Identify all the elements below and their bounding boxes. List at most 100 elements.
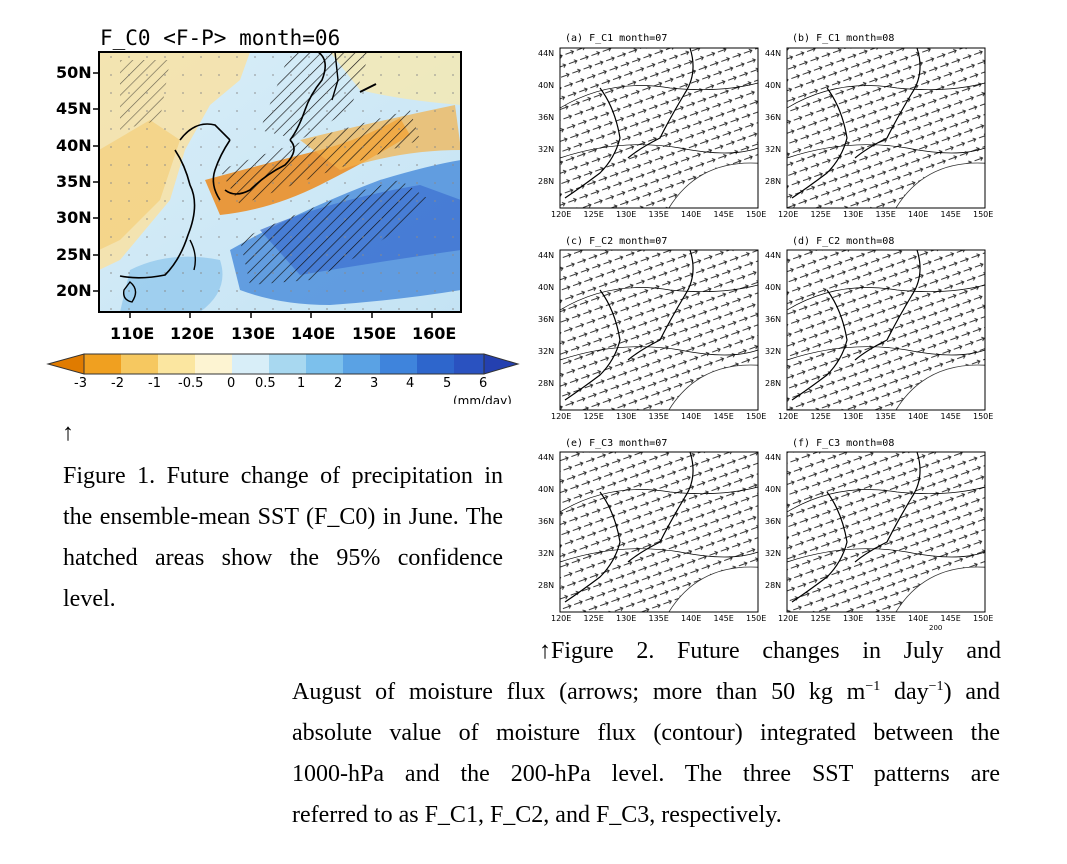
fig2-lat-label: 28N — [765, 379, 782, 388]
fig2-lon-label: 135E — [875, 614, 896, 623]
figure2-caption: August of moisture flux (arrows; more th… — [292, 672, 1000, 836]
fig2-lon-label: 125E — [810, 210, 831, 219]
colorbar-tick: 3 — [370, 376, 379, 391]
fig1-lon-label: 160E — [412, 324, 457, 343]
fig2-lon-label: 120E — [778, 210, 799, 219]
figure2-caption-line1: ↑Figure 2. Future changes in July and — [539, 638, 1001, 664]
fig2-panel-title: (f) F_C3 month=08 — [792, 438, 895, 449]
figure2-caption-line4: 1000-hPa and the 200-hPa level. The thre… — [292, 761, 1000, 787]
fig2-lon-label: 150E — [746, 210, 767, 219]
fig2-lon-label: 130E — [843, 412, 864, 421]
colorbar-tick: 1 — [297, 376, 306, 391]
fig1-lon-label: 120E — [170, 324, 215, 343]
fig2-panel — [786, 249, 986, 411]
fig2-lon-label: 130E — [843, 614, 864, 623]
figure1-map — [46, 51, 520, 375]
fig2-lat-label: 40N — [765, 283, 782, 292]
fig2-lon-label: 120E — [551, 412, 572, 421]
fig2-panel — [559, 451, 759, 613]
fig2-lon-label: 120E — [551, 210, 572, 219]
fig2-lat-label: 36N — [538, 315, 555, 324]
fig2-lon-label: 130E — [616, 614, 637, 623]
fig2-lon-label: 135E — [648, 614, 669, 623]
figure2-caption-line3: absolute value of moisture flux (contour… — [292, 720, 1000, 746]
fig2-lon-label: 125E — [810, 614, 831, 623]
fig2-lon-label: 130E — [616, 210, 637, 219]
colorbar-unit: (mm/day) — [453, 394, 512, 404]
fig2-lon-label: 150E — [746, 412, 767, 421]
colorbar-tick: 5 — [443, 376, 452, 391]
fig2-lon-label: 125E — [583, 614, 604, 623]
fig1-lat-label: 30N — [56, 208, 92, 227]
fig2-lat-label: 36N — [538, 517, 555, 526]
fig2-panel-title: (a) F_C1 month=07 — [565, 33, 668, 44]
fig2-lat-label: 32N — [765, 549, 782, 558]
fig2-lat-label: 28N — [765, 177, 782, 186]
fig2-lon-label: 145E — [940, 614, 961, 623]
fig2-lat-label: 40N — [538, 485, 555, 494]
fig2-lat-label: 44N — [538, 453, 555, 462]
fig2-lon-label: 145E — [940, 412, 961, 421]
fig1-lat-label: 50N — [56, 63, 92, 82]
fig2-lon-label: 120E — [778, 614, 799, 623]
fig2-panel-title: (d) F_C2 month=08 — [792, 236, 895, 247]
colorbar-tick: 2 — [334, 376, 343, 391]
fig2-lon-label: 150E — [746, 614, 767, 623]
colorbar-tick: -0.5 — [178, 376, 204, 391]
figure1-colorbar — [46, 353, 520, 375]
figure1-arrow-mark: ↑ — [62, 420, 74, 446]
colorbar-tick: 4 — [406, 376, 415, 391]
fig2-lat-label: 28N — [538, 177, 555, 186]
fig2-lon-label: 150E — [973, 412, 994, 421]
fig2-lon-label: 140E — [681, 210, 702, 219]
colorbar-tick: -3 — [74, 376, 87, 391]
fig2-lon-label: 140E — [681, 614, 702, 623]
fig1-lat-label: 25N — [56, 245, 92, 264]
colorbar-tick: -2 — [111, 376, 124, 391]
fig2-lon-label: 135E — [875, 412, 896, 421]
fig2-lat-label: 32N — [538, 145, 555, 154]
fig2-lon-label: 140E — [908, 614, 929, 623]
fig2-lon-label: 125E — [583, 210, 604, 219]
fig1-lat-label: 20N — [56, 281, 92, 300]
figure1-caption: Figure 1. Future change of precipitation… — [63, 463, 503, 612]
fig2-lon-label: 140E — [908, 210, 929, 219]
fig2-panel-title: (e) F_C3 month=07 — [565, 438, 668, 449]
fig2-lat-label: 36N — [765, 315, 782, 324]
fig2-lat-label: 32N — [538, 347, 555, 356]
fig2-lon-label: 125E — [810, 412, 831, 421]
fig2-panel-title: (b) F_C1 month=08 — [792, 33, 895, 44]
figure2-caption-line5: referred to as F_C1, F_C2, and F_C3, res… — [292, 802, 782, 828]
colorbar-tick: -1 — [148, 376, 161, 391]
fig2-panel — [786, 47, 986, 209]
fig1-lon-label: 140E — [291, 324, 336, 343]
fig2-lat-label: 40N — [765, 81, 782, 90]
fig2-lon-label: 125E — [583, 412, 604, 421]
fig2-lat-label: 44N — [538, 49, 555, 58]
fig2-lat-label: 28N — [538, 379, 555, 388]
fig2-lat-label: 40N — [538, 283, 555, 292]
fig2-lat-label: 44N — [538, 251, 555, 260]
fig2-lat-label: 32N — [765, 145, 782, 154]
fig1-lat-label: 35N — [56, 172, 92, 191]
fig2-lon-label: 145E — [940, 210, 961, 219]
colorbar-tick: 6 — [479, 376, 488, 391]
figure2 — [559, 47, 986, 613]
fig2-lat-label: 40N — [765, 485, 782, 494]
figure2-caption-line2: August of moisture flux (arrows; more th… — [292, 679, 1000, 705]
figure1-title: F_C0 <F-P> month=06 — [100, 26, 341, 50]
fig1-lon-label: 130E — [231, 324, 276, 343]
fig2-lon-label: 135E — [648, 412, 669, 421]
fig2-lat-label: 36N — [538, 113, 555, 122]
colorbar-tick: 0 — [227, 376, 236, 391]
fig2-lon-label: 150E — [973, 614, 994, 623]
fig2-panel-title: (c) F_C2 month=07 — [565, 236, 668, 247]
fig2-lat-label: 44N — [765, 49, 782, 58]
fig2-lat-label: 36N — [765, 517, 782, 526]
fig2-lat-label: 28N — [538, 581, 555, 590]
fig2-lon-label: 145E — [713, 614, 734, 623]
fig1-lat-label: 45N — [56, 99, 92, 118]
fig2-lat-label: 44N — [765, 251, 782, 260]
fig2-lon-label: 135E — [648, 210, 669, 219]
fig2-panel — [786, 451, 986, 613]
